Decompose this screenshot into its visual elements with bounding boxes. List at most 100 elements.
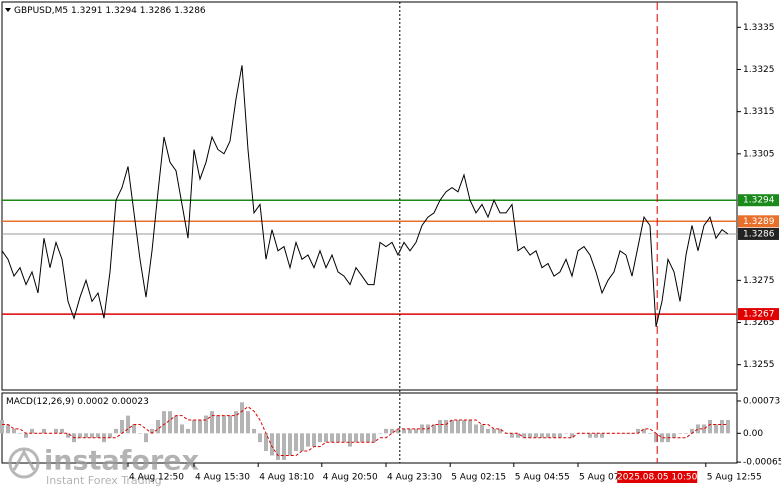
macd-bar: [444, 420, 448, 434]
macd-bar: [396, 428, 400, 434]
watermark-logo-mark: [12, 448, 36, 471]
macd-bar: [516, 433, 520, 438]
title-arrow: [5, 8, 11, 12]
macd-bar: [702, 424, 706, 434]
macd-bar: [348, 433, 352, 447]
macd-y-tick-label: 0.00073: [743, 396, 780, 406]
macd-bar: [0, 420, 4, 434]
macd-bar: [144, 433, 148, 443]
y-tick-label: 1.3335: [743, 23, 775, 33]
macd-bar: [258, 433, 262, 443]
macd-bar: [684, 433, 688, 434]
macd-bar: [450, 420, 454, 434]
macd-bar: [318, 433, 322, 443]
macd-bar: [690, 428, 694, 434]
macd-bar: [114, 428, 118, 434]
macd-bar: [36, 433, 40, 434]
macd-bar: [402, 428, 406, 434]
y-tick-label: 1.3325: [743, 65, 775, 75]
macd-bar: [660, 433, 664, 443]
macd-bar: [216, 415, 220, 434]
main-frame: [1, 1, 738, 391]
macd-bar: [342, 433, 346, 443]
x-tick-label: 5 Aug 04:55: [515, 473, 570, 483]
macd-bar: [360, 433, 364, 443]
level-label: 1.3289: [743, 217, 775, 227]
macd-bar: [384, 428, 388, 434]
macd-y-tick-label: 0.00: [743, 429, 763, 439]
ohlc-close: 1.3286: [174, 6, 206, 16]
macd-bar: [78, 433, 82, 438]
macd-bar: [534, 433, 538, 438]
macd-bar: [192, 420, 196, 434]
x-tick-label: 4 Aug 15:30: [195, 473, 250, 483]
macd-label: MACD(12,26,9): [6, 397, 74, 407]
macd-bar: [174, 415, 178, 434]
macd-bar: [714, 424, 718, 434]
x-tick-label: 5 Aug 07:35: [579, 473, 634, 483]
macd-bar: [264, 433, 268, 452]
macd-bar: [282, 433, 286, 460]
macd-bar: [60, 428, 64, 434]
macd-bar: [294, 433, 298, 452]
macd-bar: [276, 433, 280, 460]
macd-bar: [240, 402, 244, 434]
macd-bar: [210, 411, 214, 434]
macd-bar: [126, 415, 130, 434]
macd-bar: [54, 428, 58, 434]
macd-bar: [246, 411, 250, 434]
macd-bar: [324, 433, 328, 443]
y-tick-label: 1.3315: [743, 107, 775, 117]
title-text: GBPUSD,M5 1.3291 1.3294 1.3286 1.3286: [14, 6, 206, 16]
vline-label-bg: [617, 471, 698, 483]
macd-bar: [12, 428, 16, 434]
macd-bar: [228, 415, 232, 434]
level-label: 1.3267: [743, 310, 775, 320]
macd-bar: [432, 424, 436, 434]
x-tick-label: 4 Aug 18:10: [259, 473, 314, 483]
macd-bar: [162, 411, 166, 434]
macd-bar: [726, 420, 730, 434]
level-label: 1.3286: [743, 229, 775, 239]
macd-bar: [552, 433, 556, 438]
macd-bar: [462, 420, 466, 434]
macd-bar: [414, 428, 418, 434]
macd-bar: [720, 420, 724, 434]
macd-bar: [480, 424, 484, 434]
symbol: GBPUSD,M5: [14, 6, 68, 16]
macd-bar: [120, 420, 124, 434]
macd-bar: [642, 428, 646, 434]
level-label-bg: [738, 194, 779, 207]
macd-bar: [90, 433, 94, 438]
title: GBPUSD,M5 1.3291 1.3294 1.3286 1.3286 MA…: [5, 6, 206, 407]
macd-bar: [648, 433, 652, 434]
macd-bar: [558, 433, 562, 438]
macd-bar: [6, 424, 10, 434]
macd-bar: [222, 415, 226, 434]
macd-bar: [708, 420, 712, 434]
macd-bar: [84, 433, 88, 438]
macd-bar: [288, 433, 292, 456]
x-tick-label: 5 Aug 12:55: [707, 473, 762, 483]
x-tick-label: 5 Aug 02:15: [451, 473, 506, 483]
macd-bar: [522, 433, 526, 438]
macd-bar: [696, 424, 700, 434]
macd-bar: [306, 433, 310, 447]
macd-bar: [24, 433, 28, 438]
watermark-brand: instaforex: [44, 446, 199, 477]
macd-bar: [468, 420, 472, 434]
ohlc-low: 1.3286: [140, 6, 172, 16]
y-tick-label: 1.3255: [743, 360, 775, 370]
macd-bar: [570, 433, 574, 438]
macd-bar: [198, 420, 202, 434]
macd-bar: [474, 424, 478, 434]
y-tick-label: 1.3275: [743, 276, 775, 286]
macd-signal-value: 0.00023: [112, 397, 149, 407]
watermark: instaforex Instant Forex Trading: [8, 446, 199, 487]
level-label-bg: [738, 227, 779, 240]
macd-bar: [498, 428, 502, 434]
macd-bar: [312, 433, 316, 447]
level-label: 1.3294: [743, 196, 775, 206]
macd-bar: [600, 433, 604, 438]
